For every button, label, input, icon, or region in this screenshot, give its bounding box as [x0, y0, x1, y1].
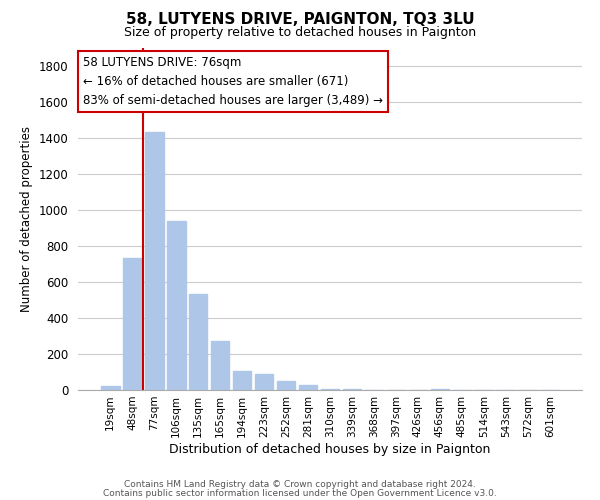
Text: Contains public sector information licensed under the Open Government Licence v3: Contains public sector information licen… [103, 488, 497, 498]
Text: Contains HM Land Registry data © Crown copyright and database right 2024.: Contains HM Land Registry data © Crown c… [124, 480, 476, 489]
Bar [255, 374, 274, 390]
Bar [123, 258, 142, 390]
Text: 58 LUTYENS DRIVE: 76sqm
← 16% of detached houses are smaller (671)
83% of semi-d: 58 LUTYENS DRIVE: 76sqm ← 16% of detache… [83, 56, 383, 107]
X-axis label: Distribution of detached houses by size in Paignton: Distribution of detached houses by size … [169, 442, 491, 456]
Bar [101, 386, 119, 390]
Bar [189, 294, 208, 390]
Y-axis label: Number of detached properties: Number of detached properties [20, 126, 33, 312]
Text: 58, LUTYENS DRIVE, PAIGNTON, TQ3 3LU: 58, LUTYENS DRIVE, PAIGNTON, TQ3 3LU [125, 12, 475, 28]
Bar [233, 372, 251, 390]
Bar [431, 389, 449, 390]
Bar [320, 388, 340, 390]
Bar [211, 342, 229, 390]
Bar [167, 222, 185, 390]
Bar [299, 386, 317, 390]
Bar [145, 132, 164, 390]
Bar [277, 382, 295, 390]
Text: Size of property relative to detached houses in Paignton: Size of property relative to detached ho… [124, 26, 476, 39]
